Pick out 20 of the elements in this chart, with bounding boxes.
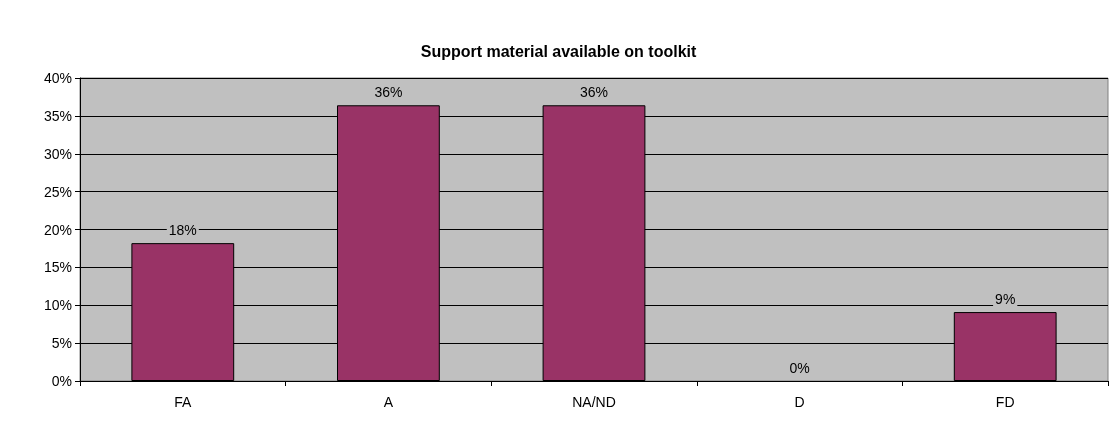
x-tick-label: FD — [995, 394, 1015, 410]
data-label: 36% — [579, 84, 609, 101]
x-tick-label: D — [794, 394, 805, 410]
x-tick-label: FA — [174, 394, 193, 410]
data-label: 0% — [789, 360, 810, 376]
y-tick-label: 15% — [43, 259, 72, 276]
data-label: 18% — [168, 222, 197, 239]
chart-title: Support material available on toolkit — [420, 42, 697, 60]
y-tick-label: 35% — [43, 107, 72, 124]
data-label: 36% — [374, 84, 403, 101]
y-tick-label: 25% — [43, 183, 72, 200]
y-tick-label: 5% — [51, 335, 72, 352]
data-label: 9% — [995, 291, 1016, 308]
y-tick-label: 10% — [43, 297, 72, 314]
x-tick-label: NA/ND — [572, 394, 616, 410]
y-tick-label: 30% — [43, 145, 72, 162]
x-tick-label: A — [383, 394, 394, 410]
y-tick-label: 40% — [43, 70, 72, 86]
y-tick-label: 0% — [51, 373, 72, 389]
y-tick-label: 20% — [43, 221, 72, 238]
